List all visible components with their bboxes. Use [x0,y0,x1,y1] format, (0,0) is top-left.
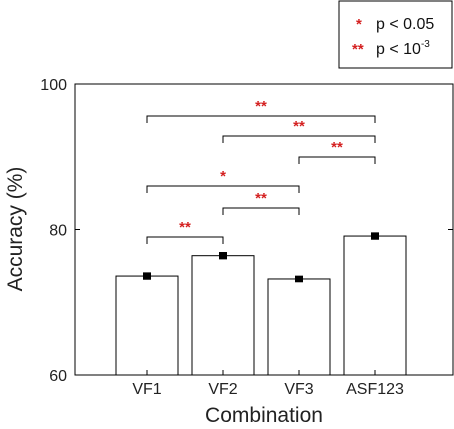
significance-bracket [146,115,376,123]
significance-stars: ** [293,118,305,135]
error-bar-vf1 [143,272,151,280]
significance-bracket [146,185,300,193]
significance-brackets: *********** [146,98,376,244]
error-bar-vf3 [295,275,303,283]
y-axis-label: Accuracy (%) [4,167,27,292]
legend-label-1: p < 0.05 [376,16,434,33]
legend-label-2-superscript: -3 [421,39,430,50]
significance-bracket [146,236,224,244]
bar-vf1 [115,275,179,376]
legend-label-2-base: p < 10 [376,41,421,58]
significance-stars: ** [255,190,267,207]
error-bar-asf123 [371,232,379,240]
x-tick-label: VF3 [284,381,313,398]
significance-bracket [222,135,376,143]
bar-vf2 [191,255,255,376]
legend-symbol-2: ** [352,41,364,58]
bars [115,232,407,376]
bar-asf123 [343,235,407,376]
x-axis-label: Combination [205,404,323,427]
significance-stars: ** [255,98,267,115]
x-tick-label: ASF123 [346,381,404,398]
y-tick-label: 80 [49,223,67,240]
significance-stars: ** [331,139,343,156]
legend-box [338,0,453,69]
x-axis: VF1 VF2 VF3 ASF123 [132,370,404,398]
legend-symbol-1: * [356,16,362,33]
bar-vf3 [267,278,331,376]
legend-label-2: p < 10-3 [376,39,430,58]
legend: * p < 0.05 ** p < 10-3 [338,0,453,69]
x-tick-label: VF1 [132,381,161,398]
error-bar-vf2 [219,252,227,260]
significance-stars: * [220,168,226,185]
y-axis: 60 80 100 [40,77,453,385]
significance-stars: ** [179,219,191,236]
x-tick-label: VF2 [208,381,237,398]
y-tick-label: 60 [49,368,67,385]
significance-bracket [222,207,300,215]
y-tick-label: 100 [40,77,67,94]
significance-bracket [298,156,376,164]
